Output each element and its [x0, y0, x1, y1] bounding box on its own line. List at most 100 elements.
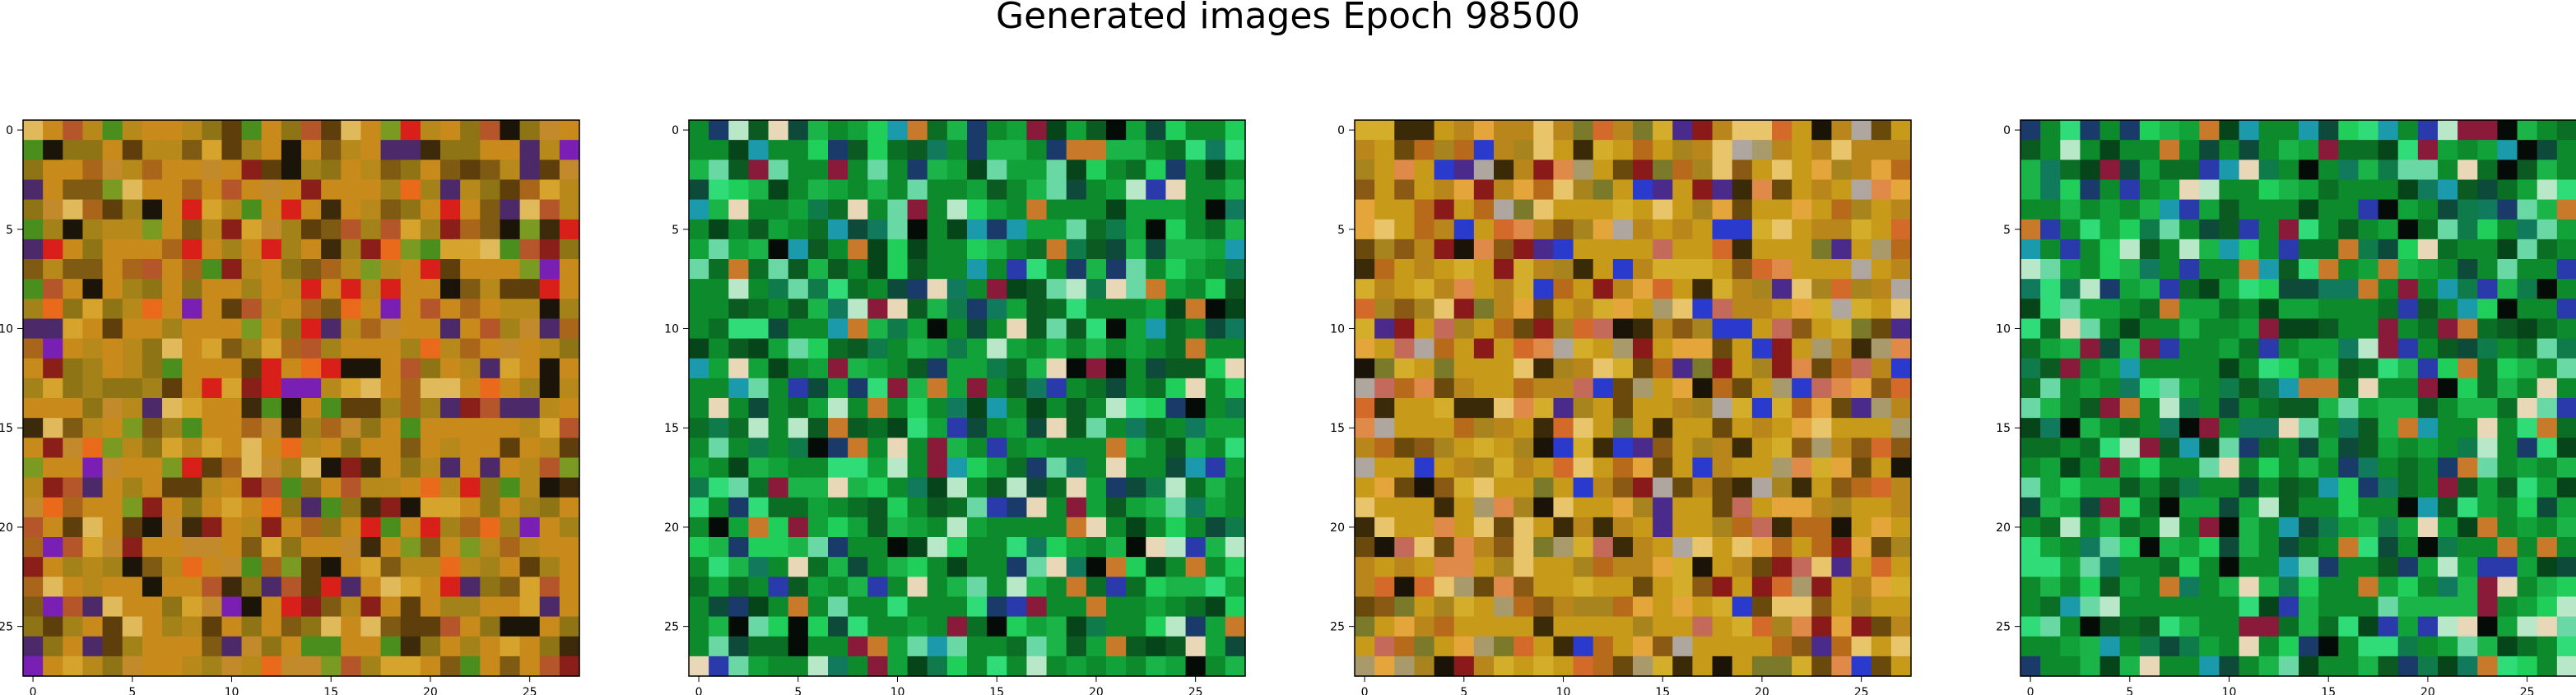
pixel — [1593, 398, 1614, 419]
pixel — [807, 239, 829, 260]
pixel — [1811, 318, 1833, 340]
pixel — [1126, 537, 1146, 558]
pixel — [2536, 299, 2558, 320]
pixel — [1712, 219, 1733, 240]
pixel — [1355, 557, 1375, 577]
pixel — [1007, 318, 1028, 340]
pixel — [202, 338, 223, 359]
pixel — [281, 279, 302, 299]
pixel — [848, 358, 868, 379]
pixel — [500, 477, 521, 498]
pixel — [1225, 160, 1246, 181]
pixel — [2020, 120, 2041, 141]
pixel — [967, 517, 988, 538]
pixel — [1086, 517, 1107, 538]
pixel — [1146, 517, 1167, 538]
pixel — [480, 199, 501, 220]
pixel — [2278, 259, 2299, 280]
pixel — [301, 656, 322, 677]
pixel — [1871, 378, 1892, 399]
pixel — [1514, 239, 1534, 260]
pixel — [1046, 418, 1067, 438]
pixel — [1205, 616, 1226, 637]
pixel — [1514, 358, 1534, 379]
pixel — [2397, 358, 2419, 379]
pixel — [2160, 636, 2180, 657]
pixel — [1046, 656, 1067, 677]
pixel — [709, 120, 729, 141]
pixel — [241, 120, 263, 141]
pixel — [1185, 656, 1207, 677]
pixel — [1831, 299, 1853, 320]
pixel — [102, 299, 123, 320]
pixel — [400, 219, 421, 240]
pixel — [1612, 299, 1634, 320]
pixel — [2160, 140, 2180, 160]
pixel — [2020, 517, 2041, 538]
pixel — [162, 616, 183, 637]
pixel — [1026, 577, 1048, 598]
pixel — [1712, 656, 1733, 677]
pixel — [1394, 140, 1416, 160]
x-tick-label: 20 — [1755, 686, 1769, 695]
pixel — [2160, 318, 2180, 340]
pixel — [1086, 656, 1107, 677]
pixel — [1394, 418, 1416, 438]
pixel — [2099, 497, 2121, 518]
pixel — [828, 438, 849, 459]
pixel — [1672, 199, 1694, 220]
pixel — [2080, 616, 2101, 637]
pixel — [848, 398, 868, 419]
pixel — [1851, 557, 1872, 577]
pixel — [1514, 318, 1534, 340]
pixel — [1831, 398, 1853, 419]
pixel — [500, 616, 521, 637]
pixel — [460, 577, 481, 598]
pixel — [500, 279, 521, 299]
pixel — [848, 378, 868, 399]
pixel — [1453, 378, 1475, 399]
pixel — [2497, 398, 2518, 419]
pixel — [1851, 239, 1872, 260]
pixel — [1026, 656, 1048, 677]
pixel — [1811, 279, 1833, 299]
pixel — [1692, 160, 1713, 181]
pixel — [1026, 140, 1048, 160]
pixel — [2556, 398, 2576, 419]
pixel — [1185, 199, 1207, 220]
pixel — [927, 656, 948, 677]
pixel — [1533, 636, 1555, 657]
pixel — [480, 636, 501, 657]
pixel — [301, 338, 322, 359]
pixel — [1732, 557, 1753, 577]
pixel — [202, 497, 223, 518]
pixel — [2318, 239, 2339, 260]
pixel — [23, 457, 44, 479]
pixel — [2299, 239, 2319, 260]
pixel — [1514, 299, 1534, 320]
pixel — [2397, 656, 2419, 677]
pixel — [2358, 636, 2379, 657]
pixel — [2358, 398, 2379, 419]
pixel — [1355, 457, 1375, 479]
pixel — [1205, 418, 1226, 438]
pixel — [321, 219, 342, 240]
pixel — [1165, 616, 1187, 637]
pixel — [1633, 497, 1653, 518]
pixel — [768, 596, 789, 618]
pixel — [2536, 160, 2558, 181]
pixel — [1165, 517, 1187, 538]
pixel — [728, 140, 750, 160]
pixel — [1007, 160, 1028, 181]
pixel — [82, 299, 104, 320]
pixel — [82, 398, 104, 419]
y-tick-label: 25 — [0, 621, 13, 634]
pixel — [2517, 239, 2538, 260]
pixel — [1712, 557, 1733, 577]
pixel — [1007, 537, 1028, 558]
pixel — [1355, 537, 1375, 558]
pixel — [2139, 279, 2160, 299]
pixel — [768, 299, 789, 320]
pixel — [927, 596, 948, 618]
pixel — [2219, 239, 2240, 260]
